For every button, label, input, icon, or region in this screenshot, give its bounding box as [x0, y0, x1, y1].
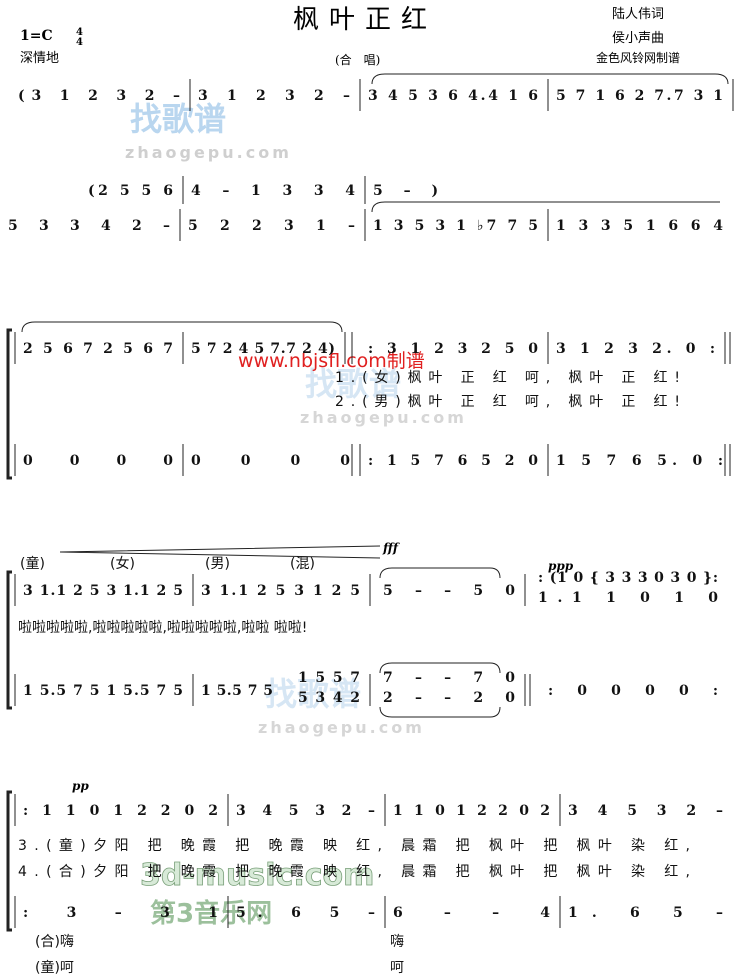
title: 枫叶正红	[293, 5, 437, 35]
note-group: 3 1.1 2 5 3 1.1 2 5	[23, 583, 183, 599]
time-top: 4	[76, 27, 83, 38]
note-group: 5 7 2 4 5 7.7 2 4)	[191, 341, 335, 357]
voice-label: (混)	[290, 556, 315, 572]
lyric: (童)呵	[35, 959, 74, 976]
note-group: 1 5 7 6 5. 0 :	[556, 453, 723, 469]
voice-label: (童)	[20, 555, 45, 572]
note-group: 3 4 5 3 6 4.4 1 6	[368, 88, 538, 104]
note-group: : 1 5 7 6 5 2 0	[368, 453, 538, 469]
slur	[371, 201, 720, 213]
composer: 侯小声曲	[612, 31, 664, 46]
watermark: 找歌谱	[305, 365, 401, 403]
note-group: 1 3 5 3 1 ♭7 7 5	[373, 218, 538, 234]
dynamic: fff	[382, 541, 400, 555]
lyric: 呵	[390, 960, 404, 976]
watermark-green: 第3音乐网	[150, 898, 272, 929]
note-group: 1 1 0 1 2 2 0 2	[393, 803, 550, 819]
tie	[379, 662, 501, 674]
note-group: 7 – – 7 0	[383, 670, 515, 686]
key: 1=C	[20, 28, 53, 44]
note-group: 3 1 2 3 2. 0 :	[556, 341, 715, 357]
lyricist: 陆人伟词	[612, 6, 664, 22]
bracket	[6, 790, 12, 932]
note-group: 5 3 4 2	[298, 690, 360, 706]
bracket	[6, 570, 12, 710]
watermark: zhaogepu.com	[258, 718, 425, 737]
tempo: 深情地	[20, 51, 59, 66]
slur	[21, 321, 343, 333]
note-group: : 3 – 3 1	[23, 905, 218, 921]
note-group: 1 5.5 7 5 1 5.5 7 5	[23, 683, 183, 699]
note-group: 5 – – 5 0	[383, 583, 515, 599]
transcriber: 金色风铃网制谱	[596, 50, 680, 65]
note-group: 1 3 3 5 1 6 6 4	[556, 218, 723, 234]
note-group: 5 7 1 6 2 7.7 3 1	[556, 88, 723, 104]
crescendo	[59, 545, 381, 559]
note-group: : (1 0 { 3 3 3 0 3 0 }:	[538, 570, 718, 586]
tie	[379, 706, 501, 718]
watermark: 找歌谱	[265, 675, 361, 713]
voice-label: (女)	[110, 555, 135, 572]
lyric: (合)嗨	[35, 934, 74, 950]
slur	[371, 73, 729, 85]
part: (合 唱)	[335, 52, 380, 67]
voice-label: (男)	[205, 556, 230, 572]
watermark: 找歌谱	[130, 100, 226, 138]
lyric: 啦啦啦啦啦,啦啦啦啦啦,啦啦啦啦啦,啦啦 啦啦!	[18, 619, 307, 636]
note-group: 5 – )	[373, 183, 446, 199]
note-group: : 3 1 2 3 2 5 0	[368, 341, 538, 357]
watermark-red: www.nbjsfl.com制谱	[238, 350, 425, 372]
watermark: zhaogepu.com	[300, 408, 467, 427]
dynamic: ppp	[548, 559, 574, 573]
time-bottom: 4	[76, 37, 83, 48]
bracket	[6, 328, 12, 480]
watermark: zhaogepu.com	[125, 143, 292, 162]
lyric: 嗨	[390, 934, 404, 950]
note-group: 1 5 5 7	[298, 670, 360, 686]
watermark-green: 3d-music.com	[140, 858, 374, 893]
note-group: 1 5.5 7 5	[201, 683, 273, 699]
note-group: 2 5 6 7 2 5 6 7	[23, 341, 173, 357]
tie	[379, 567, 501, 579]
note-group: 3 1.1 2 5 3 1 2 5	[201, 583, 360, 599]
note-group: : 1 1 0 1 2 2 0 2	[23, 803, 218, 819]
dynamic: pp	[72, 779, 89, 793]
note-group: 2 – – 2 0	[383, 690, 515, 706]
